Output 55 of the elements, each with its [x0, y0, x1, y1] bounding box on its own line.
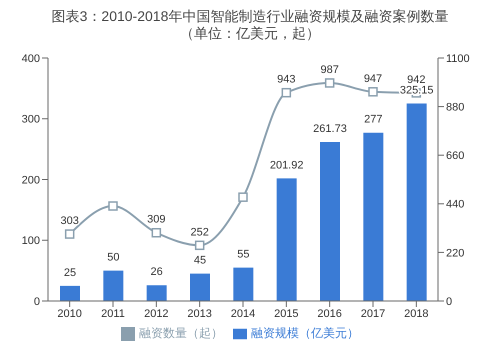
x-tick-label: 2018 — [404, 308, 429, 320]
data-label: 303 — [60, 215, 79, 228]
data-label: 26 — [150, 266, 163, 278]
bar — [406, 103, 427, 301]
data-label: 947 — [364, 72, 382, 85]
data-label: 987 — [320, 64, 339, 76]
x-tick-label: 2013 — [187, 308, 212, 320]
x-tick-label: 2012 — [144, 308, 169, 320]
y2-tick-label: 660 — [446, 150, 464, 162]
point — [194, 240, 204, 250]
x-tick-label: 2011 — [101, 308, 125, 320]
bar — [190, 274, 210, 301]
data-label: 55 — [237, 248, 250, 261]
point — [64, 229, 74, 239]
bar — [363, 132, 384, 301]
bar — [233, 268, 254, 301]
point — [324, 78, 334, 88]
data-label: 252 — [190, 226, 209, 238]
y-tick-label: 0 — [34, 296, 40, 308]
point — [368, 87, 378, 97]
data-label: 277 — [364, 114, 383, 126]
y2-tick-label: 880 — [446, 102, 464, 114]
y-tick-label: 300 — [22, 114, 40, 126]
data-label: 50 — [107, 252, 120, 264]
data-label: 261.73 — [313, 123, 347, 135]
data-label: 942 — [407, 74, 426, 86]
x-tick-label: 2016 — [317, 308, 342, 320]
bar — [103, 270, 124, 301]
legend-label: 融资规模（亿美元） — [251, 326, 359, 340]
point — [152, 228, 162, 238]
bar — [320, 142, 340, 301]
legend-label: 融资数量（起） — [139, 326, 223, 340]
chart-title: 图表3：2010-2018年中国智能制造行业融资规模及融资案例数量（单位：亿美元，起） — [50, 8, 450, 42]
y2-tick-label: 220 — [446, 247, 464, 260]
y2-tick-label: 0 — [446, 296, 452, 308]
data-label: 25 — [64, 266, 76, 279]
data-label: 45 — [194, 254, 206, 267]
point — [108, 201, 118, 211]
data-label: 943 — [277, 74, 296, 86]
point — [238, 192, 248, 202]
bar — [146, 285, 167, 301]
bar — [60, 286, 80, 301]
x-tick-label: 2014 — [230, 308, 256, 320]
bar — [276, 178, 297, 301]
y2-tick-label: 440 — [446, 198, 464, 211]
y-tick-label: 400 — [22, 52, 40, 65]
x-tick-label: 2010 — [57, 308, 82, 320]
x-tick-label: 2015 — [274, 308, 299, 320]
y2-tick-label: 1100 — [446, 52, 470, 65]
data-label: 201.92 — [270, 159, 304, 172]
point — [282, 88, 292, 98]
y-tick-label: 200 — [22, 174, 40, 186]
x-tick-label: 2017 — [360, 308, 386, 320]
data-label: 309 — [147, 214, 166, 226]
y-tick-label: 100 — [22, 235, 40, 248]
